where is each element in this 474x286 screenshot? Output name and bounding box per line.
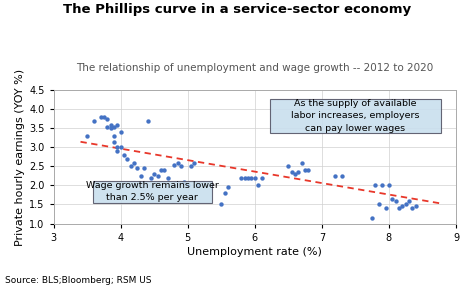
Point xyxy=(161,168,168,172)
Point xyxy=(331,174,339,178)
Point xyxy=(124,157,131,161)
FancyBboxPatch shape xyxy=(270,99,440,133)
Point xyxy=(157,168,165,172)
Point xyxy=(395,206,403,210)
Point xyxy=(107,122,114,127)
Point xyxy=(110,124,118,129)
Y-axis label: Private hourly earnings (YOY %): Private hourly earnings (YOY %) xyxy=(15,68,25,246)
Point xyxy=(241,176,248,180)
Point xyxy=(258,176,265,180)
Point xyxy=(392,198,400,203)
Point xyxy=(255,183,262,188)
Point xyxy=(137,174,145,178)
Point xyxy=(248,176,255,180)
Point xyxy=(144,119,151,123)
Point xyxy=(399,204,406,209)
Point xyxy=(284,164,292,169)
Point xyxy=(114,122,121,127)
Point xyxy=(305,168,312,172)
Point xyxy=(402,202,410,207)
Point xyxy=(127,164,135,169)
Point xyxy=(389,196,396,201)
Point xyxy=(244,176,252,180)
FancyBboxPatch shape xyxy=(92,180,212,202)
X-axis label: Unemployment rate (%): Unemployment rate (%) xyxy=(187,247,322,257)
Point xyxy=(338,174,346,178)
Point xyxy=(107,126,114,131)
Text: The Phillips curve in a service-sector economy: The Phillips curve in a service-sector e… xyxy=(63,3,411,16)
Point xyxy=(110,140,118,144)
Point xyxy=(117,145,125,150)
Point xyxy=(251,176,259,180)
Point xyxy=(385,183,392,188)
Point xyxy=(140,166,148,171)
Point xyxy=(174,160,182,165)
Point xyxy=(184,183,191,188)
Point xyxy=(409,206,416,210)
Point xyxy=(110,134,118,138)
Point xyxy=(295,170,302,174)
Point xyxy=(90,119,98,123)
Point xyxy=(378,183,386,188)
Point xyxy=(382,206,389,210)
Text: As the supply of available
labor increases, employers
can pay lower wages: As the supply of available labor increas… xyxy=(291,99,419,133)
Point xyxy=(117,130,125,135)
Point xyxy=(221,191,228,195)
Point xyxy=(150,172,158,176)
Point xyxy=(147,176,155,180)
Point xyxy=(194,183,201,188)
Point xyxy=(224,185,232,190)
Point xyxy=(298,160,306,165)
Point xyxy=(291,172,299,176)
Point xyxy=(191,160,198,165)
Point xyxy=(134,166,141,171)
Point xyxy=(103,124,111,129)
Text: Wage growth remains lower
than 2.5% per year: Wage growth remains lower than 2.5% per … xyxy=(86,181,219,202)
Point xyxy=(114,145,121,150)
Point xyxy=(154,174,162,178)
Point xyxy=(97,115,104,119)
Point xyxy=(181,179,188,184)
Point xyxy=(114,149,121,154)
Point xyxy=(237,176,245,180)
Point xyxy=(120,153,128,157)
Point xyxy=(103,117,111,121)
Point xyxy=(405,198,413,203)
Point xyxy=(130,160,138,165)
Point xyxy=(171,162,178,167)
Title: The relationship of unemployment and wage growth -- 2012 to 2020: The relationship of unemployment and wag… xyxy=(76,63,433,73)
Point xyxy=(83,134,91,138)
Point xyxy=(375,202,383,207)
Point xyxy=(368,216,376,220)
Point xyxy=(218,202,225,207)
Point xyxy=(164,176,172,180)
Point xyxy=(288,170,295,174)
Point xyxy=(412,204,419,209)
Point xyxy=(177,164,185,169)
Text: Source: BLS;Bloomberg; RSM US: Source: BLS;Bloomberg; RSM US xyxy=(5,276,151,285)
Point xyxy=(187,164,195,169)
Point xyxy=(372,183,379,188)
Point xyxy=(100,115,108,119)
Point xyxy=(301,168,309,172)
